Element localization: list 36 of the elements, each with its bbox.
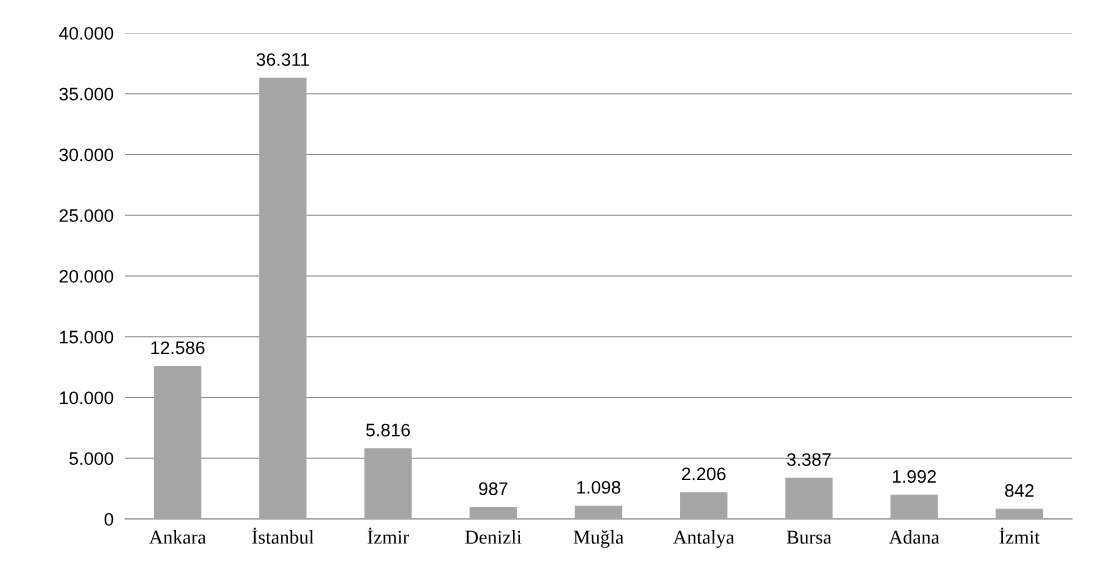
data-label: 36.311 — [256, 53, 309, 66]
bar — [469, 507, 517, 519]
data-label: 2.206 — [682, 467, 726, 481]
y-tick-label: 20.000 — [59, 269, 114, 283]
x-tick-label: İzmit — [999, 527, 1040, 544]
y-tick-label: 35.000 — [59, 87, 114, 101]
y-tick-label: 25.000 — [59, 209, 114, 222]
x-tick-label: Muğla — [573, 530, 624, 548]
bar — [890, 494, 938, 519]
x-tick-label: Adana — [888, 530, 940, 544]
bar — [364, 448, 412, 519]
x-tick-label: İzmir — [367, 527, 409, 544]
y-tick-label: 30.000 — [59, 148, 114, 162]
bar — [680, 492, 728, 519]
bar — [995, 508, 1044, 519]
data-label: 987 — [479, 482, 508, 496]
data-label: 3.387 — [787, 453, 831, 466]
data-label: 1.992 — [892, 470, 936, 483]
bar — [259, 77, 307, 519]
x-tick-label: Denizli — [465, 530, 522, 544]
x-tick-label: İstanbul — [252, 527, 314, 544]
x-tick-label: Antalya — [673, 530, 735, 548]
y-tick-label: 15.000 — [60, 330, 114, 344]
bar — [785, 477, 833, 519]
data-label: 1.098 — [577, 480, 621, 494]
x-tick-label: Bursa — [786, 530, 832, 544]
data-label: 12.586 — [151, 341, 205, 355]
data-label: 5.816 — [366, 423, 410, 437]
bar — [153, 366, 202, 519]
bar — [574, 505, 623, 519]
y-tick-label: 40.000 — [59, 26, 114, 40]
data-label: 842 — [1005, 484, 1034, 497]
y-tick-label: 0 — [104, 512, 114, 526]
y-tick-label: 5.000 — [69, 452, 114, 465]
x-tick-label: Ankara — [149, 530, 206, 544]
y-tick-label: 10.000 — [60, 391, 114, 405]
